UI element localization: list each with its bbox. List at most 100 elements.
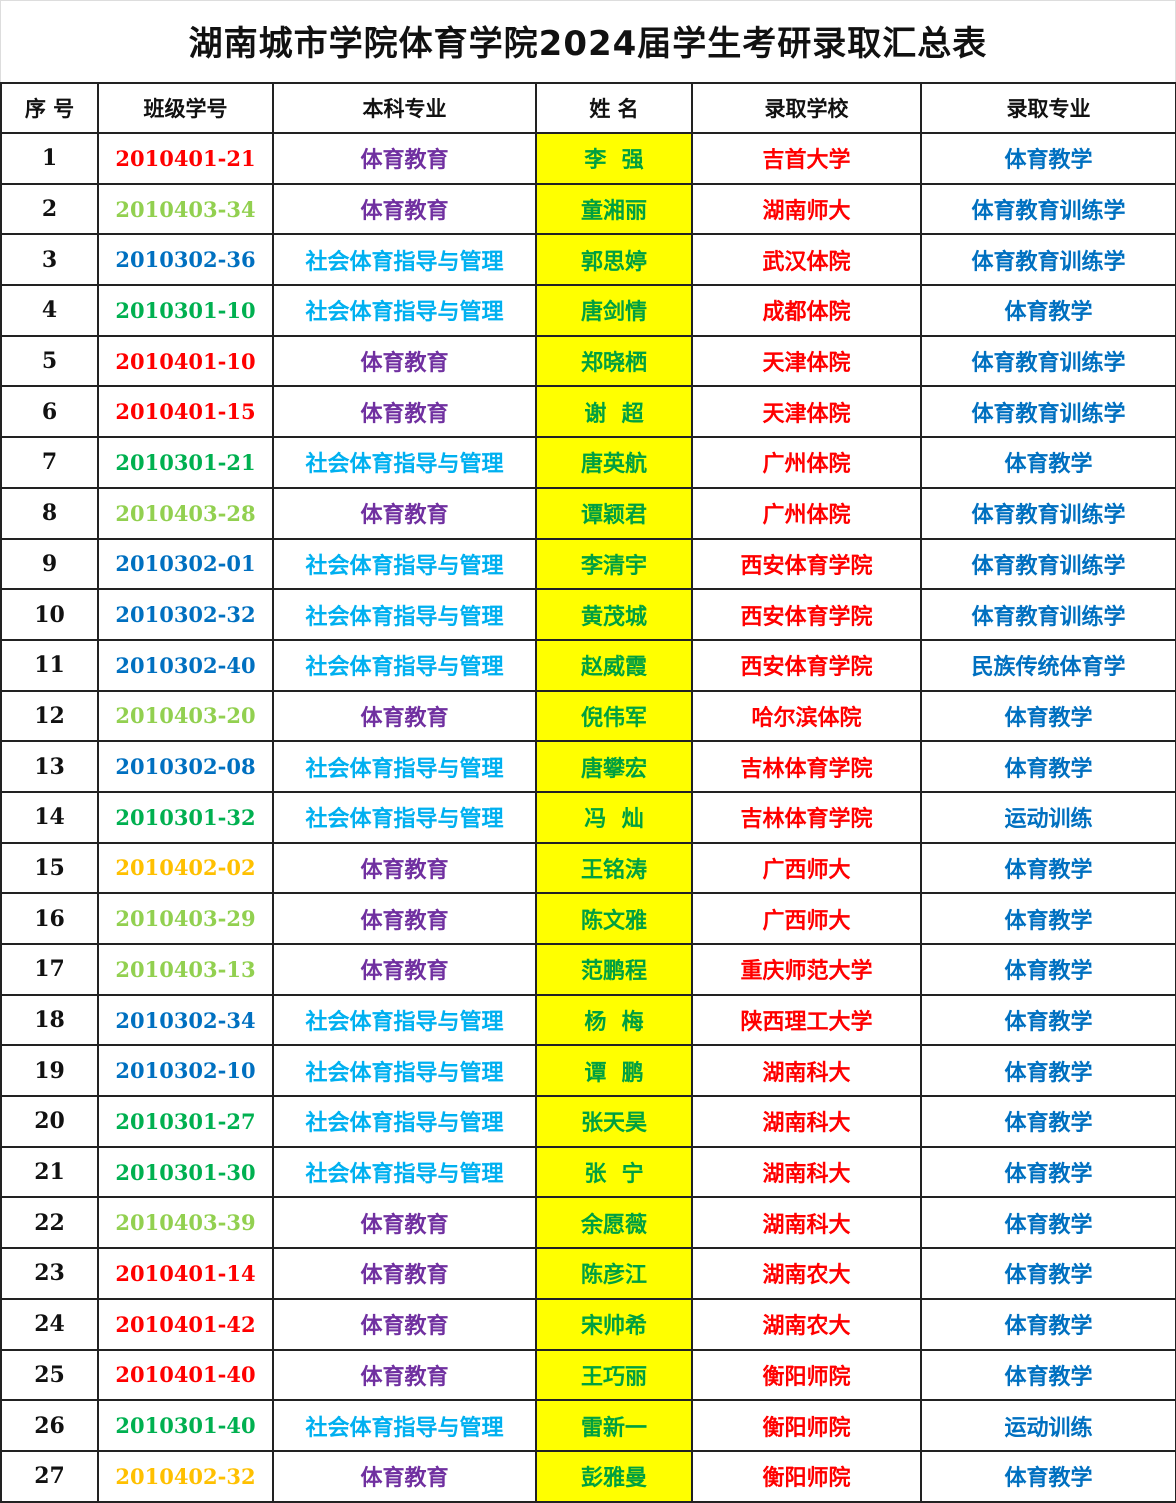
cell-student-id: 2010401-21 bbox=[97, 132, 274, 185]
cell-admit-major: 体育教育训练学 bbox=[920, 334, 1176, 388]
cell-seq: 8 bbox=[0, 486, 99, 540]
table-row: 25 2010401-40 体育教育 王巧丽 衡阳师院 体育教学 bbox=[0, 1348, 1176, 1402]
cell-school: 西安体育学院 bbox=[691, 588, 922, 641]
table-row: 16 2010403-29 体育教育 陈文雅 广西师大 体育教学 bbox=[0, 892, 1176, 945]
cell-student-id: 2010301-32 bbox=[97, 790, 274, 844]
cell-undergrad-major: 社会体育指导与管理 bbox=[272, 993, 537, 1047]
cell-admit-major: 体育教学 bbox=[920, 1145, 1176, 1199]
table-row: 27 2010402-32 体育教育 彭雅曼 衡阳师院 体育教学 bbox=[0, 1449, 1176, 1503]
table-body: 1 2010401-21 体育教育李 强吉首大学 体育教学 2 2010403-34 体育教… bbox=[0, 132, 1176, 1503]
table-row: 15 2010402-02 体育教育 王铭涛 广西师大 体育教学 bbox=[0, 841, 1176, 895]
cell-undergrad-major: 体育教育 bbox=[272, 1449, 537, 1503]
cell-undergrad-major: 社会体育指导与管理 bbox=[272, 1044, 537, 1098]
cell-school: 衡阳师院 bbox=[691, 1348, 922, 1402]
cell-undergrad-major: 体育教育 bbox=[272, 689, 537, 743]
cell-seq: 3 bbox=[0, 233, 99, 287]
cell-seq: 22 bbox=[0, 1196, 99, 1250]
cell-undergrad-major: 社会体育指导与管理 bbox=[272, 284, 537, 337]
cell-seq: 26 bbox=[0, 1399, 99, 1452]
header-row: 序 号 班级学号 本科专业 姓 名 录取学校 录取专业 bbox=[0, 82, 1176, 134]
cell-student-id: 2010401-42 bbox=[97, 1297, 274, 1351]
table-row: 18 2010302-34 社会体育指导与管理杨 梅陕西理工大学 体育教学 bbox=[0, 993, 1176, 1047]
cell-admit-major: 体育教学 bbox=[920, 132, 1176, 185]
cell-admit-major: 体育教育训练学 bbox=[920, 385, 1176, 439]
cell-school: 吉林体育学院 bbox=[691, 740, 922, 793]
cell-student-id: 2010403-20 bbox=[97, 689, 274, 743]
cell-admit-major: 体育教育训练学 bbox=[920, 182, 1176, 236]
cell-seq: 24 bbox=[0, 1297, 99, 1351]
cell-school: 西安体育学院 bbox=[691, 638, 922, 692]
cell-admit-major: 体育教学 bbox=[920, 993, 1176, 1047]
cell-admit-major: 体育教学 bbox=[920, 1095, 1176, 1148]
cell-name: 童湘丽 bbox=[535, 182, 693, 236]
cell-name: 李清宇 bbox=[535, 537, 693, 591]
cell-name: 彭雅曼 bbox=[535, 1449, 693, 1503]
cell-name: 陈彦江 bbox=[535, 1247, 693, 1300]
cell-undergrad-major: 体育教育 bbox=[272, 892, 537, 945]
cell-undergrad-major: 社会体育指导与管理 bbox=[272, 1399, 537, 1452]
cell-school: 天津体院 bbox=[691, 334, 922, 388]
cell-name: 黄茂城 bbox=[535, 588, 693, 641]
cell-school: 湖南科大 bbox=[691, 1095, 922, 1148]
table-row: 11 2010302-40 社会体育指导与管理 赵威霞 西安体育学院 民族传统体育学 bbox=[0, 638, 1176, 692]
cell-seq: 9 bbox=[0, 537, 99, 591]
cell-student-id: 2010302-01 bbox=[97, 537, 274, 591]
admission-table: 序 号 班级学号 本科专业 姓 名 录取学校 录取专业 1 2010401-21 体… bbox=[0, 82, 1176, 1503]
cell-undergrad-major: 社会体育指导与管理 bbox=[272, 1095, 537, 1148]
cell-school: 湖南科大 bbox=[691, 1044, 922, 1098]
cell-seq: 2 bbox=[0, 182, 99, 236]
cell-undergrad-major: 体育教育 bbox=[272, 1196, 537, 1250]
cell-seq: 18 bbox=[0, 993, 99, 1047]
cell-school: 成都体院 bbox=[691, 284, 922, 337]
cell-school: 湖南科大 bbox=[691, 1196, 922, 1250]
cell-name: 冯 灿 bbox=[535, 790, 693, 844]
cell-student-id: 2010403-29 bbox=[97, 892, 274, 945]
cell-admit-major: 民族传统体育学 bbox=[920, 638, 1176, 692]
header-admit-major: 录取专业 bbox=[920, 82, 1176, 134]
cell-admit-major: 体育教学 bbox=[920, 1196, 1176, 1250]
table-row: 6 2010401-15 体育教育谢 超天津体院 体育教育训练学 bbox=[0, 385, 1176, 439]
table-row: 22 2010403-39 体育教育 余愿薇 湖南科大 体育教学 bbox=[0, 1196, 1176, 1250]
cell-name: 倪伟军 bbox=[535, 689, 693, 743]
cell-name: 宋帅希 bbox=[535, 1297, 693, 1351]
cell-undergrad-major: 社会体育指导与管理 bbox=[272, 233, 537, 287]
cell-undergrad-major: 社会体育指导与管理 bbox=[272, 1145, 537, 1199]
table-row: 10 2010302-32 社会体育指导与管理 黄茂城 西安体育学院 体育教育训练学 bbox=[0, 588, 1176, 641]
header-student-id: 班级学号 bbox=[97, 82, 274, 134]
table-row: 9 2010302-01 社会体育指导与管理 李清宇 西安体育学院 体育教育训练学 bbox=[0, 537, 1176, 591]
cell-seq: 25 bbox=[0, 1348, 99, 1402]
cell-seq: 21 bbox=[0, 1145, 99, 1199]
cell-name: 赵威霞 bbox=[535, 638, 693, 692]
cell-undergrad-major: 体育教育 bbox=[272, 132, 537, 185]
page-title: 湖南城市学院体育学院2024届学生考研录取汇总表 bbox=[0, 0, 1176, 82]
cell-undergrad-major: 社会体育指导与管理 bbox=[272, 436, 537, 489]
table-row: 1 2010401-21 体育教育李 强吉首大学 体育教学 bbox=[0, 132, 1176, 185]
cell-school: 哈尔滨体院 bbox=[691, 689, 922, 743]
cell-seq: 19 bbox=[0, 1044, 99, 1098]
cell-undergrad-major: 社会体育指导与管理 bbox=[272, 740, 537, 793]
cell-undergrad-major: 社会体育指导与管理 bbox=[272, 790, 537, 844]
cell-undergrad-major: 社会体育指导与管理 bbox=[272, 588, 537, 641]
cell-seq: 5 bbox=[0, 334, 99, 388]
cell-admit-major: 体育教学 bbox=[920, 740, 1176, 793]
cell-student-id: 2010301-27 bbox=[97, 1095, 274, 1148]
cell-name: 谭颖君 bbox=[535, 486, 693, 540]
cell-name: 王铭涛 bbox=[535, 841, 693, 895]
table-row: 4 2010301-10 社会体育指导与管理 唐剑情 成都体院 体育教学 bbox=[0, 284, 1176, 337]
cell-seq: 20 bbox=[0, 1095, 99, 1148]
table-row: 24 2010401-42 体育教育 宋帅希 湖南农大 体育教学 bbox=[0, 1297, 1176, 1351]
header-name: 姓 名 bbox=[535, 82, 693, 134]
cell-admit-major: 运动训练 bbox=[920, 790, 1176, 844]
cell-name: 谭 鹏 bbox=[535, 1044, 693, 1098]
table-row: 12 2010403-20 体育教育 倪伟军 哈尔滨体院 体育教学 bbox=[0, 689, 1176, 743]
header-school: 录取学校 bbox=[691, 82, 922, 134]
cell-admit-major: 体育教学 bbox=[920, 892, 1176, 945]
cell-name: 杨 梅 bbox=[535, 993, 693, 1047]
cell-name: 陈文雅 bbox=[535, 892, 693, 945]
cell-student-id: 2010401-14 bbox=[97, 1247, 274, 1300]
cell-student-id: 2010401-10 bbox=[97, 334, 274, 388]
cell-student-id: 2010301-40 bbox=[97, 1399, 274, 1452]
cell-student-id: 2010403-39 bbox=[97, 1196, 274, 1250]
cell-admit-major: 体育教育训练学 bbox=[920, 233, 1176, 287]
cell-school: 吉林体育学院 bbox=[691, 790, 922, 844]
